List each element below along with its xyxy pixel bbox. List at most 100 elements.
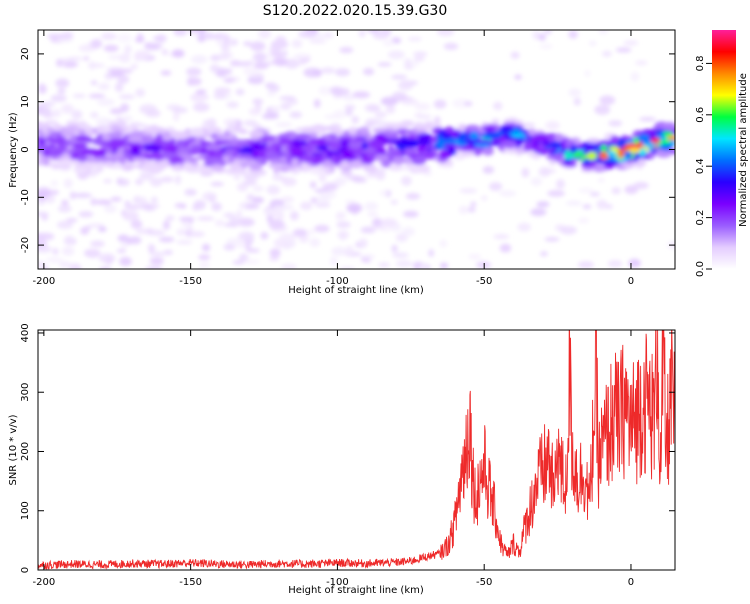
heatmap-cell bbox=[603, 159, 619, 165]
heatmap-cell bbox=[624, 151, 633, 159]
heatmap-cell bbox=[436, 137, 444, 146]
heatmap-cell bbox=[192, 102, 210, 112]
heatmap-cell bbox=[150, 196, 158, 204]
heatmap-cell bbox=[499, 243, 512, 253]
heatmap-cell bbox=[308, 39, 327, 44]
heatmap-cell bbox=[272, 56, 288, 66]
heatmap-cell bbox=[502, 140, 517, 149]
heatmap-cell bbox=[660, 139, 670, 145]
heatmap-cell bbox=[56, 37, 74, 43]
heatmap-cell bbox=[416, 145, 428, 152]
heatmap-cell bbox=[188, 231, 205, 238]
heatmap-cell bbox=[328, 137, 342, 142]
heatmap-cell bbox=[78, 44, 96, 52]
heatmap-cell bbox=[184, 188, 197, 196]
heatmap-cell bbox=[378, 262, 390, 268]
heatmap-cell bbox=[211, 136, 222, 141]
heatmap-cell bbox=[458, 124, 467, 133]
heatmap-cell bbox=[530, 177, 542, 186]
heatmap-cell bbox=[531, 152, 541, 160]
heatmap-cell bbox=[213, 92, 227, 100]
x-tick-label: -200 bbox=[33, 276, 56, 287]
heatmap-cell bbox=[267, 163, 281, 168]
heatmap-cell bbox=[458, 205, 468, 215]
heatmap-cell bbox=[166, 144, 178, 153]
heatmap-cell bbox=[281, 50, 288, 57]
heatmap-cell bbox=[163, 249, 174, 255]
heatmap-cell bbox=[348, 140, 363, 150]
heatmap-cell bbox=[328, 140, 342, 150]
heatmap-cell bbox=[358, 238, 368, 248]
heatmap-cell bbox=[66, 218, 78, 223]
heatmap-cell bbox=[158, 236, 175, 243]
heatmap-cell bbox=[598, 30, 609, 35]
heatmap-cell bbox=[482, 146, 494, 156]
x-tick-label: -200 bbox=[33, 577, 56, 588]
heatmap-cell bbox=[538, 33, 546, 41]
heatmap-cell bbox=[61, 199, 69, 206]
heatmap-cell bbox=[117, 147, 124, 155]
heatmap-cell bbox=[635, 60, 648, 66]
heatmap-cell bbox=[69, 263, 82, 269]
y-tick-label: 20 bbox=[20, 48, 31, 61]
heatmap-cell bbox=[301, 168, 310, 173]
heatmap-cell bbox=[124, 204, 141, 211]
heatmap-cell bbox=[275, 141, 287, 146]
heatmap-cell bbox=[104, 204, 117, 214]
heatmap-cell bbox=[555, 179, 565, 189]
snr-y-axis-label: SNR (10 * v/v) bbox=[8, 414, 19, 485]
heatmap-cell bbox=[589, 192, 601, 197]
heatmap-cell bbox=[364, 201, 379, 211]
heatmap-cell bbox=[121, 115, 133, 122]
heatmap-cell bbox=[83, 160, 90, 169]
heatmap-cell bbox=[210, 181, 224, 187]
spectrogram-y-ticks: -20 -10 0 10 20 bbox=[20, 48, 675, 253]
x-tick-label: -100 bbox=[326, 577, 349, 588]
heatmap-cell bbox=[185, 67, 202, 77]
heatmap-cell bbox=[124, 44, 132, 55]
heatmap-cell bbox=[50, 94, 67, 102]
colorbar-tick-label: 0.8 bbox=[695, 55, 706, 71]
heatmap-cell bbox=[215, 219, 225, 227]
heatmap-cell bbox=[134, 50, 151, 60]
heatmap-cell bbox=[249, 129, 265, 138]
heatmap-cell bbox=[279, 176, 290, 182]
heatmap-cell bbox=[383, 130, 392, 137]
heatmap-cell bbox=[599, 95, 616, 106]
heatmap-cell bbox=[52, 108, 61, 118]
heatmap-cell bbox=[314, 202, 331, 208]
heatmap-cell bbox=[273, 205, 282, 212]
heatmap-cell bbox=[203, 159, 215, 167]
heatmap-cell bbox=[481, 195, 488, 201]
heatmap-cell bbox=[309, 237, 321, 248]
heatmap-cell bbox=[174, 131, 189, 140]
y-tick-label: 100 bbox=[20, 501, 31, 520]
heatmap-cell bbox=[397, 80, 414, 91]
heatmap-cell bbox=[284, 58, 300, 69]
snr-panel: -200 -150 -100 -50 0 0 100 200 300 400 Height of… bbox=[8, 323, 676, 596]
heatmap-cell bbox=[211, 160, 226, 165]
heatmap-cell bbox=[410, 59, 420, 68]
heatmap-cell bbox=[232, 260, 245, 265]
heatmap-cell bbox=[563, 152, 573, 160]
heatmap-cell bbox=[210, 164, 223, 171]
heatmap-cell bbox=[260, 231, 269, 240]
heatmap-cell bbox=[223, 243, 236, 251]
heatmap-cell bbox=[481, 125, 498, 132]
heatmap-cell bbox=[166, 126, 175, 132]
heatmap-cell bbox=[349, 134, 358, 140]
colorbar-tick-label: 0.2 bbox=[695, 210, 706, 226]
x-tick-label: 0 bbox=[628, 577, 634, 588]
heatmap-cell bbox=[61, 246, 75, 256]
heatmap-cell bbox=[606, 150, 616, 157]
heatmap-cell bbox=[630, 71, 640, 82]
heatmap-cell bbox=[120, 103, 130, 113]
heatmap-cell bbox=[223, 212, 235, 219]
snr-frame bbox=[37, 329, 676, 571]
heatmap-cell bbox=[277, 157, 289, 163]
heatmap-cell bbox=[565, 200, 582, 206]
heatmap-cell bbox=[470, 201, 477, 207]
heatmap-cell bbox=[381, 159, 391, 168]
heatmap-cell bbox=[243, 259, 260, 265]
